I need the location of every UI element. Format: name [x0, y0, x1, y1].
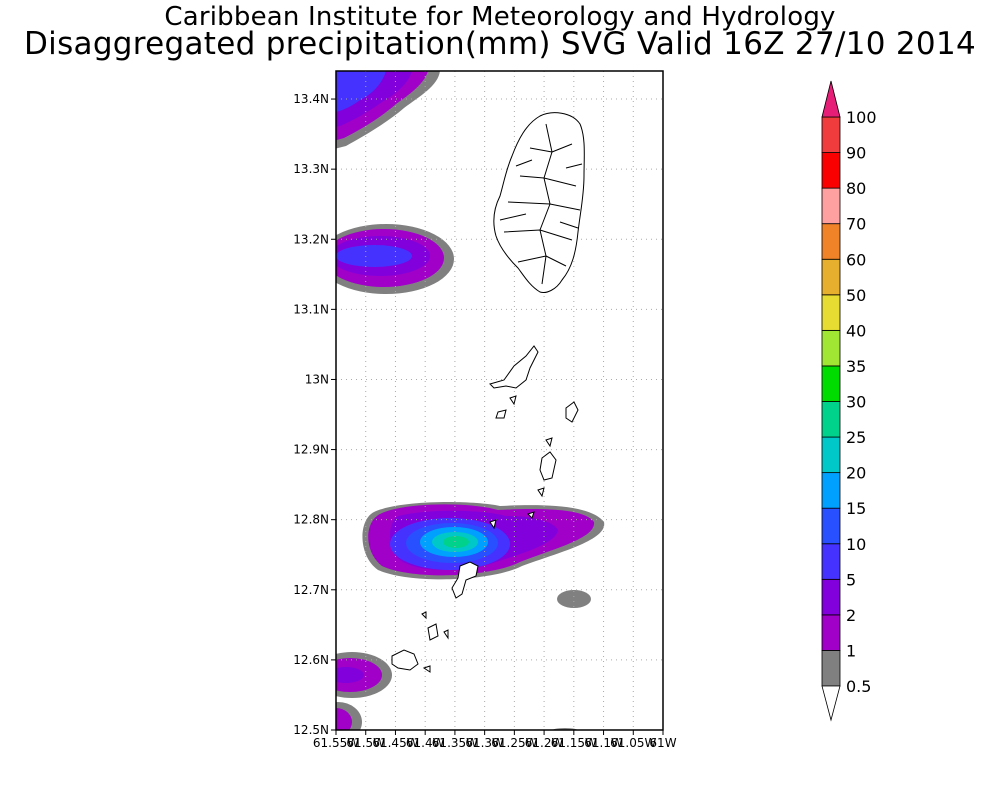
- colorbar-swatch: [821, 507, 841, 545]
- island-union: [451, 561, 479, 599]
- chart-subtitle: Disaggregated precipitation(mm) SVG Vali…: [23, 26, 977, 62]
- x-tick-label: 61.5W: [346, 736, 385, 750]
- x-tick-label: 61.35W: [432, 736, 478, 750]
- colorbar-label: 10: [846, 535, 866, 554]
- x-tick-label: 61.3W: [465, 736, 504, 750]
- precip-cell-north: [336, 71, 440, 149]
- colorbar-label: 2: [846, 606, 856, 625]
- colorbar-swatch: [821, 472, 841, 509]
- colorbar-label: 20: [846, 464, 866, 483]
- colorbar-label: 0.5: [846, 677, 871, 696]
- map-plot-area: [336, 71, 663, 730]
- x-tick-label: 61.25W: [491, 736, 537, 750]
- y-tick-label: 12.9N: [293, 443, 329, 457]
- colorbar-swatch: [821, 152, 841, 189]
- islet: [495, 409, 507, 419]
- y-tick-label: 13.3N: [293, 162, 329, 176]
- colorbar-swatch: [821, 187, 841, 225]
- colorbar-swatch: [821, 329, 841, 367]
- islet: [527, 511, 535, 519]
- colorbar-label: 30: [846, 393, 866, 412]
- colorbar-label: 50: [846, 286, 866, 305]
- colorbar-label: 70: [846, 215, 866, 234]
- chart-title: Caribbean Institute for Meteorology and …: [164, 2, 836, 32]
- islet: [545, 437, 553, 448]
- colorbar-label: 60: [846, 250, 866, 269]
- colorbar-swatch: [821, 116, 841, 153]
- x-tick-label: 61.2W: [525, 736, 564, 750]
- precip-cell-west: [336, 224, 454, 294]
- island-canouan: [539, 451, 557, 481]
- colorbar-label: 100: [846, 108, 877, 127]
- x-tick-label: 61.4W: [406, 736, 445, 750]
- colorbar-swatch: [821, 365, 841, 402]
- islet: [489, 519, 497, 530]
- y-tick-label: 13.2N: [293, 232, 329, 246]
- y-tick-label: 12.8N: [293, 513, 329, 527]
- precip-cell-east: [557, 590, 591, 608]
- islet: [421, 611, 427, 620]
- colorbar-label: 5: [846, 570, 856, 589]
- colorbar-label: 15: [846, 499, 866, 518]
- x-tick-label: 61.05W: [610, 736, 656, 750]
- y-tick-label: 13.4N: [293, 92, 329, 106]
- y-tick-label: 13.1N: [293, 302, 329, 316]
- precip-cell-southwest: [336, 652, 392, 698]
- coastlines: [391, 112, 585, 673]
- y-tick-label: 13N: [305, 372, 329, 386]
- precip-cell-main: [362, 502, 605, 580]
- colorbar-swatch: [821, 543, 841, 580]
- precip-cell-south: [336, 702, 362, 730]
- colorbar-swatch: [821, 650, 841, 687]
- x-tick-label: 61.15W: [551, 736, 597, 750]
- colorbar-label: 1: [846, 641, 856, 660]
- colorbar-swatch: [821, 223, 841, 260]
- y-axis: 12.5N 12.6N 12.7N 12.8N 12.9N 13N 13.1N 13.2N 13…: [293, 92, 336, 737]
- y-tick-label: 12.6N: [293, 653, 329, 667]
- colorbar-label: 80: [846, 179, 866, 198]
- colorbar-swatch: [821, 578, 841, 616]
- colorbar-swatch: [821, 401, 841, 438]
- islet: [537, 487, 545, 498]
- x-tick-label: 61.1W: [584, 736, 623, 750]
- islet: [509, 395, 517, 406]
- islet: [443, 629, 449, 640]
- colorbar-swatch: [821, 614, 841, 651]
- island-mustique: [565, 401, 579, 423]
- precip-cell-edge: [551, 728, 579, 730]
- y-tick-label: 12.5N: [293, 723, 329, 737]
- colorbar-label: 90: [846, 144, 866, 163]
- colorbar-swatch: [821, 258, 841, 296]
- colorbar-swatch: [821, 294, 841, 331]
- colorbar-label: 25: [846, 428, 866, 447]
- island-bequia: [489, 345, 539, 389]
- x-axis: 61.55W61.5W61.45W61.4W61.35W61.3W61.25W6…: [313, 730, 677, 750]
- x-tick-label: 61.45W: [372, 736, 418, 750]
- colorbar-under-arrow: [821, 685, 841, 722]
- island-st-vincent: [493, 112, 585, 293]
- island-carriacou: [391, 649, 419, 671]
- y-tick-label: 12.7N: [293, 583, 329, 597]
- colorbar-swatch: [821, 436, 841, 474]
- colorbar-over-arrow: [821, 80, 841, 118]
- island-small: [427, 623, 439, 641]
- colorbar-label: 40: [846, 321, 866, 340]
- colorbar-label: 35: [846, 357, 866, 376]
- islet: [422, 665, 431, 673]
- x-tick-label: 61W: [649, 736, 676, 750]
- x-tick-label: 61.55W: [313, 736, 359, 750]
- map-frame: [335, 70, 664, 731]
